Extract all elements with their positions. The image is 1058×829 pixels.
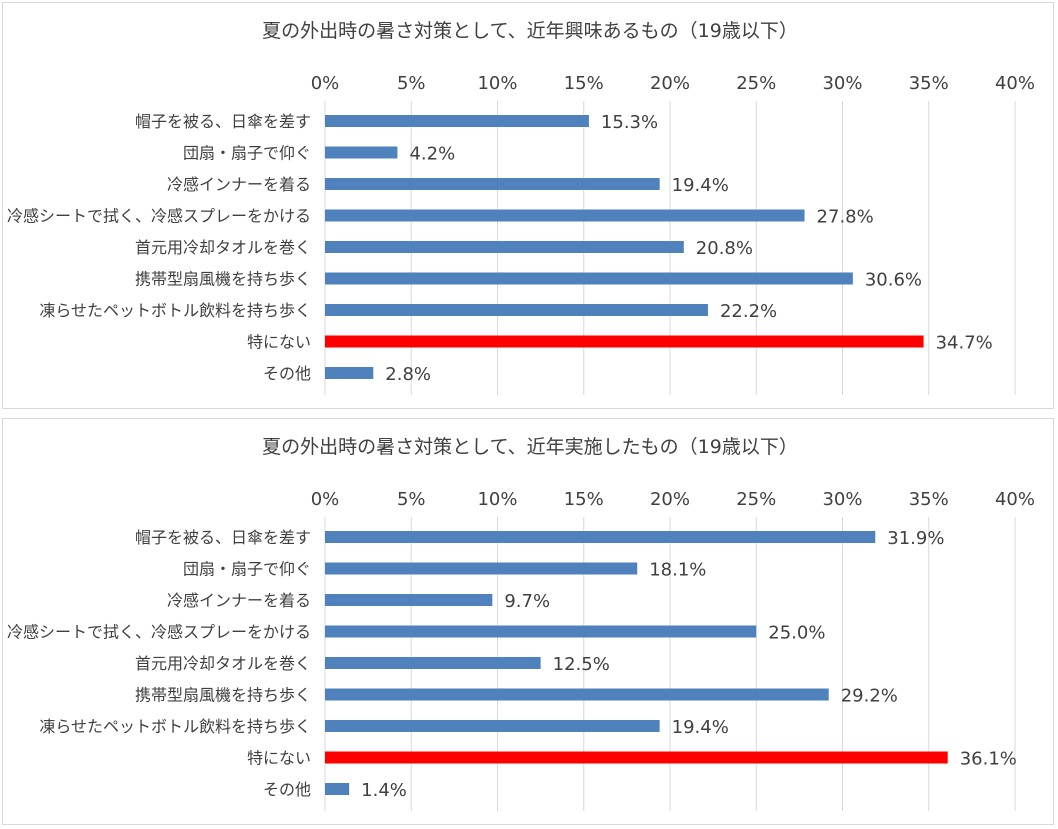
bar (325, 146, 398, 159)
x-tick-label: 25% (736, 73, 776, 94)
data-label: 12.5% (553, 654, 610, 675)
bar (325, 304, 708, 316)
implemented-chart-panel: 夏の外出時の暑さ対策として、近年実施したもの（19歳以下） 0% 5% 10% 15% 2… (2, 418, 1054, 825)
category-label: 特にない (247, 333, 311, 352)
data-label: 34.7% (936, 333, 993, 354)
category-label: 団扇・扇子で仰ぐ (183, 560, 311, 579)
bar (325, 531, 876, 543)
data-label: 19.4% (672, 175, 729, 196)
x-tick-label: 0% (311, 489, 340, 510)
category-label: 特にない (247, 749, 311, 768)
bar (325, 367, 374, 379)
category-label: その他 (263, 364, 311, 383)
data-label: 19.4% (672, 717, 729, 738)
highlighted-bar (325, 751, 948, 764)
x-tick-label: 15% (564, 489, 604, 510)
chart-title: 夏の外出時の暑さ対策として、近年実施したもの（19歳以下） (262, 436, 798, 458)
data-label: 36.1% (960, 749, 1017, 770)
category-label: 凍らせたペットボトル飲料を持ち歩く (39, 717, 311, 736)
data-label: 31.9% (887, 528, 944, 549)
data-label: 30.6% (865, 270, 922, 291)
x-tick-label: 35% (909, 73, 949, 94)
bar (325, 688, 829, 701)
data-label: 25.0% (768, 623, 825, 644)
x-tick-label: 25% (736, 489, 776, 510)
data-label: 4.2% (409, 144, 455, 165)
category-label: 帽子を被る、日傘を差す (135, 112, 311, 131)
category-label: 冷感インナーを着る (167, 591, 311, 610)
category-label: 首元用冷却タオルを巻く (135, 654, 311, 673)
category-label: 携帯型扇風機を持ち歩く (135, 686, 311, 705)
highlighted-bar (325, 335, 924, 348)
x-tick-label: 0% (311, 73, 340, 94)
category-label: その他 (263, 780, 311, 799)
interest-chart: 夏の外出時の暑さ対策として、近年興味あるもの（19歳以下） 0% 5% 10% 15% 2… (7, 20, 1035, 395)
x-tick-label: 10% (477, 489, 517, 510)
x-tick-label: 20% (650, 489, 690, 510)
bar (325, 783, 350, 795)
bar (325, 178, 660, 190)
chart-title: 夏の外出時の暑さ対策として、近年興味あるもの（19歳以下） (262, 20, 798, 42)
bar (325, 115, 589, 127)
bar (325, 657, 541, 669)
implemented-chart: 夏の外出時の暑さ対策として、近年実施したもの（19歳以下） 0% 5% 10% 15% 2… (7, 436, 1035, 811)
category-label: 帽子を被る、日傘を差す (135, 528, 311, 547)
category-label: 冷感インナーを着る (167, 175, 311, 194)
category-label: 団扇・扇子で仰ぐ (183, 144, 311, 163)
data-label: 15.3% (601, 112, 658, 133)
bar (325, 241, 684, 253)
data-label: 22.2% (720, 301, 777, 322)
bar (325, 562, 638, 575)
x-tick-label: 20% (650, 73, 690, 94)
data-label: 9.7% (504, 591, 550, 612)
data-label: 29.2% (841, 686, 898, 707)
data-label: 18.1% (649, 560, 706, 581)
bar (325, 594, 493, 606)
category-label: 首元用冷却タオルを巻く (135, 238, 311, 257)
x-tick-label: 40% (995, 73, 1035, 94)
x-tick-label: 5% (397, 73, 426, 94)
bar (325, 272, 853, 285)
category-label: 携帯型扇風機を持ち歩く (135, 270, 311, 289)
bar (325, 209, 805, 222)
x-tick-label: 35% (909, 489, 949, 510)
category-label: 冷感シートで拭く、冷感スプレーをかける (7, 207, 311, 226)
x-tick-label: 5% (397, 489, 426, 510)
bar (325, 625, 757, 638)
x-tick-label: 30% (822, 73, 862, 94)
category-label: 凍らせたペットボトル飲料を持ち歩く (39, 301, 311, 320)
x-tick-label: 10% (477, 73, 517, 94)
x-tick-label: 30% (822, 489, 862, 510)
interest-chart-panel: 夏の外出時の暑さ対策として、近年興味あるもの（19歳以下） 0% 5% 10% 15% 2… (2, 2, 1054, 409)
x-tick-label: 40% (995, 489, 1035, 510)
data-label: 20.8% (696, 238, 753, 259)
x-tick-label: 15% (564, 73, 604, 94)
data-label: 2.8% (385, 364, 431, 385)
category-label: 冷感シートで拭く、冷感スプレーをかける (7, 623, 311, 642)
data-label: 1.4% (361, 780, 407, 801)
data-label: 27.8% (817, 207, 874, 228)
bar (325, 720, 660, 732)
